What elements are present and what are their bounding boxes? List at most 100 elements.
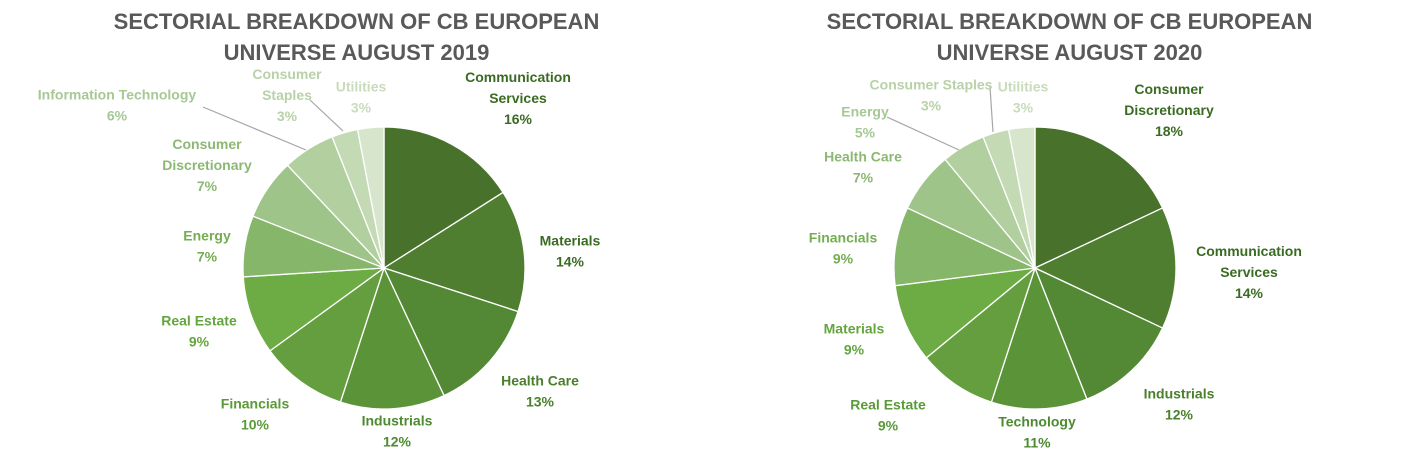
pie-slice-real-estate [925,266,1037,403]
slice-category-label: Information Technology [38,87,197,103]
slice-category-label: Staples [262,87,312,103]
leader-line-consumer-staples [309,99,344,132]
pie-slice-health-care [382,266,519,397]
slice-value-label: 10% [241,417,270,433]
slice-value-label: 9% [833,251,854,267]
slice-value-label: 16% [504,111,533,127]
slice-category-label: Utilities [998,79,1049,95]
slice-category-label: Financials [809,230,878,246]
data-label-communication-services: Communication Services 14% [1196,243,1302,301]
slice-category-label: Technology [998,414,1076,430]
pie-slice-real-estate [242,267,387,352]
slice-value-label: 3% [351,100,372,116]
slice-category-label: Utilities [336,79,387,95]
slice-category-label: Communication [1196,243,1302,259]
slice-category-label: Services [1220,264,1278,280]
data-label-consumer-discretionary: Consumer Discretionary 7% [162,136,252,194]
slice-value-label: 12% [1165,407,1194,423]
slice-category-label: Energy [183,228,231,244]
pie-slice-industrials [339,266,445,410]
slice-value-label: 9% [878,418,899,434]
slice-value-label: 14% [556,254,585,270]
data-label-energy: Energy 5% [841,104,889,141]
slice-value-label: 5% [855,125,876,141]
slice-value-label: 13% [526,394,555,410]
slice-category-label: Consumer [172,136,242,152]
data-label-industrials: Industrials 12% [362,413,433,450]
data-label-health-care: Health Care 13% [501,373,579,410]
slice-category-label: Materials [824,321,885,337]
slice-value-label: 12% [383,434,412,450]
pie-slice-materials [382,191,526,313]
slice-value-label: 14% [1235,285,1264,301]
data-label-financials: Financials 9% [809,230,878,267]
data-label-consumer-staples: Consumer Staples 3% [870,77,993,114]
slice-category-label: Real Estate [161,313,237,329]
pie-slice-materials [894,267,1038,359]
slice-value-label: 7% [853,170,874,186]
pie-slice-technology [990,266,1088,410]
slice-category-label: Discretionary [162,157,252,173]
data-label-materials: Materials 14% [540,233,601,270]
chart-title: SECTORIAL BREAKDOWN OF CB EUROPEAN UNIVE… [713,6,1426,68]
slice-value-label: 3% [1013,100,1034,116]
pie-plot-2019: Communication Services 16% Materials 14% Heal… [38,66,601,450]
slice-category-label: Industrials [1144,386,1215,402]
leader-line-information-technology [202,106,307,151]
chart-title-line: UNIVERSE AUGUST 2019 [223,40,490,65]
slice-value-label: 18% [1155,123,1184,139]
chart-title-line: SECTORIAL BREAKDOWN OF CB EUROPEAN [826,9,1313,34]
data-label-real-estate: Real Estate 9% [161,313,237,350]
pie-slice-financials [269,266,386,403]
data-label-consumer-discretionary: Consumer Discretionary 18% [1124,81,1214,139]
data-label-financials: Financials 10% [221,396,290,433]
slice-category-label: Health Care [501,373,579,389]
slice-category-label: Energy [841,104,889,120]
slice-category-label: Services [489,90,547,106]
pie-slice-financials [893,207,1038,287]
pie-slice-utilities [356,126,385,269]
slice-value-label: 7% [197,249,218,265]
pie-plot-2020: Consumer Discretionary 18% Communication Ser… [809,77,1302,451]
pie-slice-utilities [1007,126,1036,269]
slice-category-label: Health Care [824,149,902,165]
slice-category-label: Consumer [252,66,322,82]
data-label-industrials: Industrials 12% [1144,386,1215,423]
data-label-energy: Energy 7% [183,228,231,265]
data-label-technology: Technology 11% [998,414,1076,451]
slice-value-label: 6% [107,108,128,124]
data-label-information-technology: Information Technology 6% [38,87,197,124]
chart-title: SECTORIAL BREAKDOWN OF CB EUROPEAN UNIVE… [0,6,713,68]
pie-slice-communication-services [383,126,504,270]
slice-category-label: Consumer Staples [870,77,993,93]
slice-value-label: 7% [197,178,218,194]
slice-value-label: 11% [1023,435,1051,451]
slice-value-label: 9% [189,334,210,350]
slice-category-label: Materials [540,233,601,249]
data-label-utilities: Utilities 3% [336,79,387,116]
data-label-materials: Materials 9% [824,321,885,358]
slice-category-label: Communication [465,69,571,85]
slice-category-label: Real Estate [850,397,926,413]
slice-value-label: 9% [844,342,865,358]
slice-category-label: Financials [221,396,290,412]
leader-line-energy [886,116,960,151]
data-label-communication-services: Communication Services 16% [465,69,571,127]
chart-title-line: UNIVERSE AUGUST 2020 [936,40,1203,65]
pie-chart-2019: SECTORIAL BREAKDOWN OF CB EUROPEAN UNIVE… [0,6,713,450]
pie-slice-consumer-discretionary [1034,126,1164,270]
slice-value-label: 3% [921,98,942,114]
pie-slice-industrials [1033,266,1164,400]
chart-title-line: SECTORIAL BREAKDOWN OF CB EUROPEAN [113,9,600,34]
slice-category-label: Industrials [362,413,433,429]
slice-category-label: Discretionary [1124,102,1214,118]
pie-slice-communication-services [1033,207,1177,329]
slice-value-label: 3% [277,108,298,124]
data-label-consumer-staples: Consumer Staples 3% [252,66,322,124]
leader-line-consumer-staples [989,86,994,133]
data-label-health-care: Health Care 7% [824,149,902,186]
slice-category-label: Consumer [1134,81,1204,97]
pie-chart-2020: SECTORIAL BREAKDOWN OF CB EUROPEAN UNIVE… [713,0,1426,455]
data-label-utilities: Utilities 3% [998,79,1049,116]
data-label-real-estate: Real Estate 9% [850,397,926,434]
